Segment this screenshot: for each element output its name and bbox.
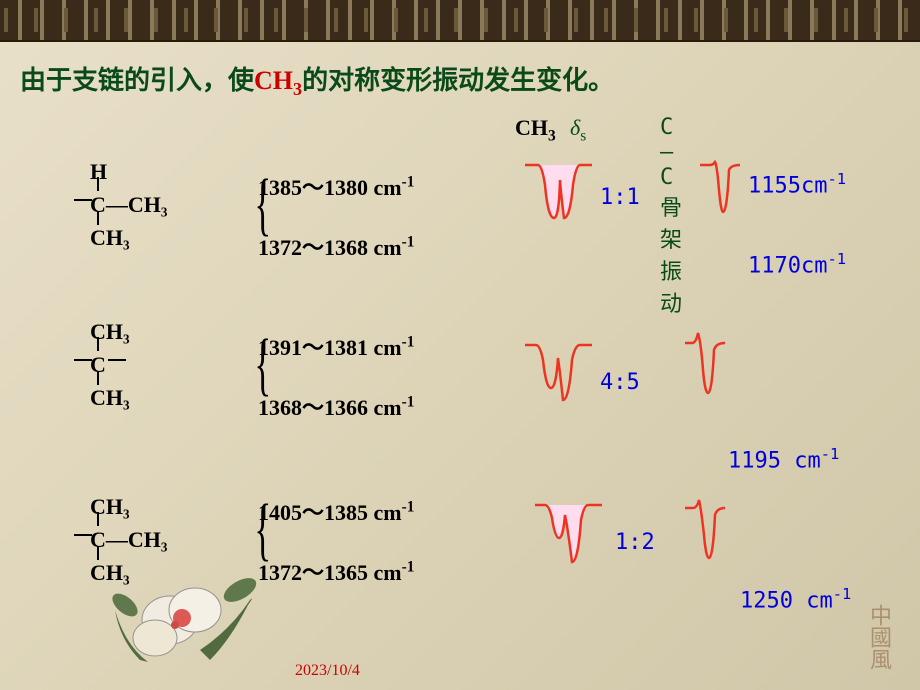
skeleton-peak-1	[695, 150, 750, 220]
peak-doublet-3	[530, 490, 610, 570]
header-cc-skeleton: C—C骨架振动	[660, 115, 682, 318]
skeleton-freq-2: 1195 cm-1	[728, 445, 839, 473]
peak-doublet-2	[520, 330, 600, 410]
flower-decoration	[100, 510, 300, 690]
title-part2: 的对称变形振动发生变化。	[302, 66, 614, 95]
page-title: 由于支链的引入，使CH3的对称变形振动发生变化。	[20, 60, 900, 100]
intensity-ratio-2: 4:5	[600, 370, 640, 395]
intensity-ratio-1: 1:1	[600, 185, 640, 210]
title-ch3: CH3	[254, 66, 302, 95]
decorative-top-border	[0, 0, 920, 42]
structure-gem-dimethyl: CH₃ C CH₃	[90, 315, 130, 414]
skeleton-peak-3	[680, 490, 735, 565]
header-ch3: CH3	[515, 115, 556, 145]
peak-doublet-1	[520, 150, 600, 230]
skeleton-peak-2	[680, 325, 735, 400]
skeleton-freq-3: 1250 cm-1	[740, 585, 851, 613]
skeleton-freq-1a: 1155cm-1	[748, 170, 846, 198]
skeleton-freq-1b: 1170cm-1	[748, 250, 846, 278]
date-stamp: 2023/10/4	[295, 662, 360, 680]
chinese-seal: 中國風	[863, 604, 895, 670]
header-delta: δs	[570, 115, 586, 145]
intensity-ratio-3: 1:2	[615, 530, 655, 555]
structure-isopropyl: H C—CH₃ CH₃	[90, 155, 167, 254]
title-part1: 由于支链的引入，使	[20, 66, 254, 95]
